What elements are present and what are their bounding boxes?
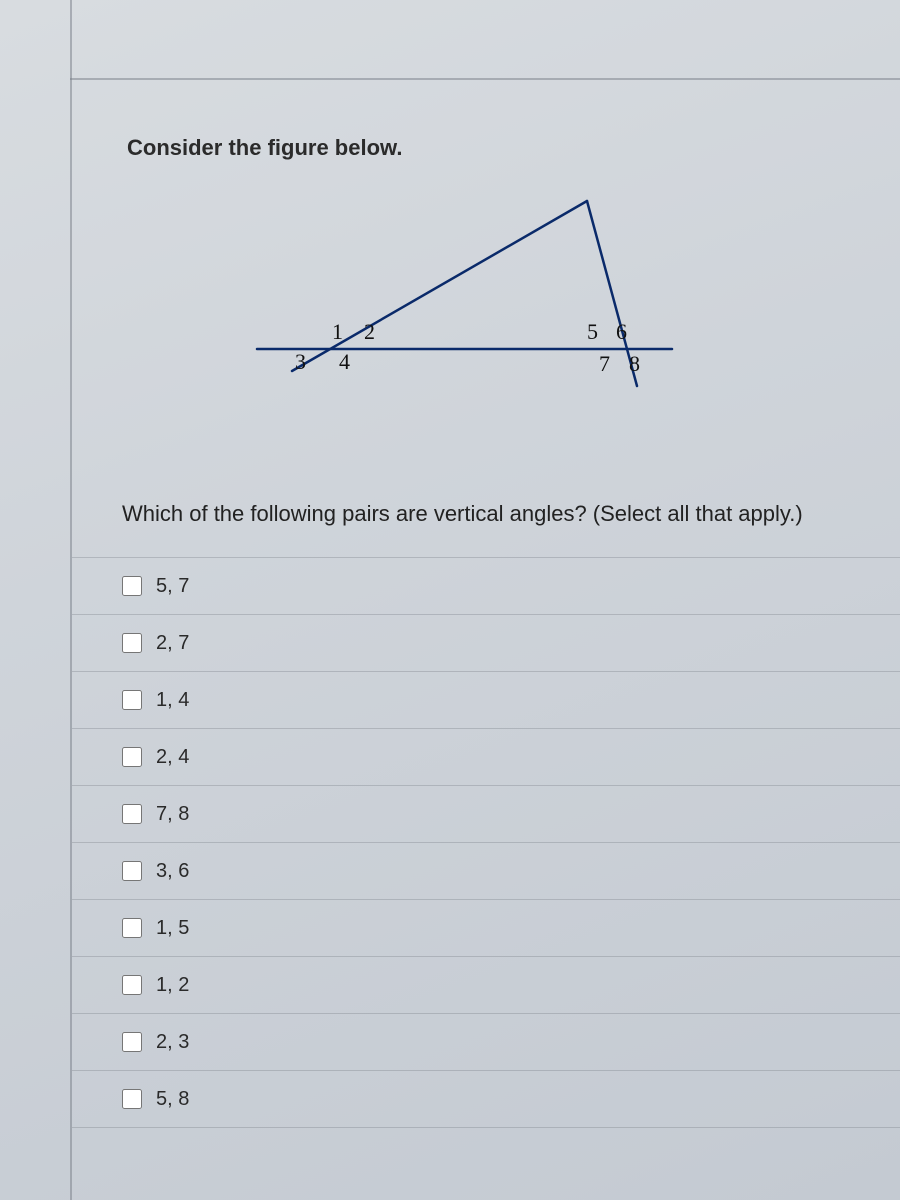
option-label: 7, 8	[156, 803, 189, 826]
option-checkbox[interactable]	[122, 633, 142, 653]
option-row[interactable]: 1, 4	[72, 672, 900, 729]
prompt-text: Consider the figure below.	[72, 80, 900, 161]
option-row[interactable]: 7, 8	[72, 786, 900, 843]
figure-svg: 12 3 4 5678	[192, 171, 752, 451]
option-checkbox[interactable]	[122, 918, 142, 938]
option-row[interactable]: 2, 7	[72, 615, 900, 672]
option-checkbox[interactable]	[122, 804, 142, 824]
angle-label-1: 1	[332, 319, 343, 344]
option-label: 1, 4	[156, 689, 189, 712]
option-label: 5, 8	[156, 1088, 189, 1111]
option-label: 2, 3	[156, 1031, 189, 1054]
option-label: 3, 6	[156, 860, 189, 883]
question-text: Which of the following pairs are vertica…	[72, 461, 900, 557]
option-checkbox[interactable]	[122, 975, 142, 995]
option-checkbox[interactable]	[122, 861, 142, 881]
options-list: 5, 7 2, 7 1, 4 2, 4 7, 8 3, 6 1, 5 1, 2 2, 3 5, 8	[72, 557, 900, 1128]
option-label: 1, 5	[156, 917, 189, 940]
option-row[interactable]: 1, 2	[72, 957, 900, 1014]
option-checkbox[interactable]	[122, 1032, 142, 1052]
option-label: 1, 2	[156, 974, 189, 997]
angle-label-5: 5	[587, 319, 598, 344]
figure-line	[292, 201, 587, 371]
angle-label-3: 3	[295, 349, 306, 374]
angle-label-2: 2	[364, 319, 375, 344]
worksheet-page: Consider the figure below. 12 3 4 5678 Whic…	[70, 0, 900, 1200]
option-row[interactable]: 2, 3	[72, 1014, 900, 1071]
option-row[interactable]: 1, 5	[72, 900, 900, 957]
angle-label-4: 4	[339, 349, 350, 374]
option-label: 2, 4	[156, 746, 189, 769]
angle-label-8: 8	[629, 351, 640, 376]
angle-label-6: 6	[616, 319, 627, 344]
option-row[interactable]: 5, 8	[72, 1071, 900, 1128]
option-checkbox[interactable]	[122, 690, 142, 710]
geometry-figure: 12 3 4 5678	[72, 171, 900, 461]
option-row[interactable]: 3, 6	[72, 843, 900, 900]
option-row[interactable]: 2, 4	[72, 729, 900, 786]
option-label: 2, 7	[156, 632, 189, 655]
option-checkbox[interactable]	[122, 747, 142, 767]
option-checkbox[interactable]	[122, 576, 142, 596]
option-checkbox[interactable]	[122, 1089, 142, 1109]
option-row[interactable]: 5, 7	[72, 558, 900, 615]
option-label: 5, 7	[156, 575, 189, 598]
angle-label-7: 7	[599, 351, 610, 376]
